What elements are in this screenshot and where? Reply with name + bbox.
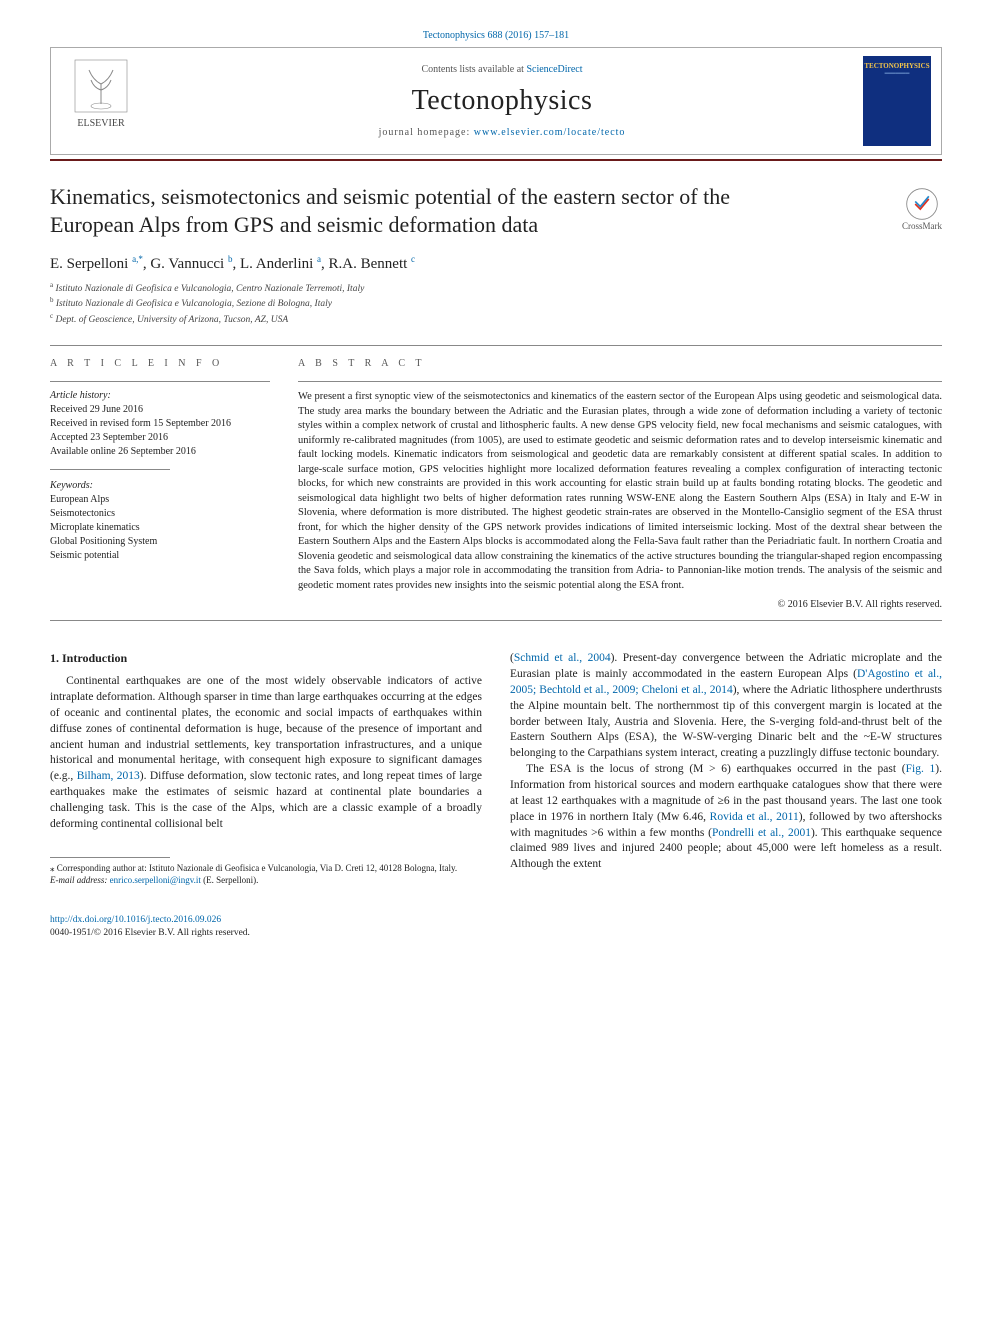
journal-homepage-link[interactable]: www.elsevier.com/locate/tecto [474, 127, 626, 138]
body-col-left: 1. Introduction Continental earthquakes … [50, 651, 482, 886]
author-sup: b [228, 254, 233, 264]
abstract-label: A B S T R A C T [298, 358, 942, 369]
crossmark-icon [905, 187, 939, 221]
article-info-row: A R T I C L E I N F O Article history: R… [50, 358, 942, 610]
author-name: R.A. Bennett [329, 256, 408, 272]
author-1: G. Vannucci b [150, 256, 232, 272]
author-name: G. Vannucci [150, 256, 224, 272]
cover-title: TECTONOPHYSICS [864, 62, 929, 70]
affiliation-c: c Dept. of Geoscience, University of Ari… [50, 312, 942, 327]
author-list: E. Serpelloni a,*, G. Vannucci b, L. And… [50, 254, 942, 273]
affiliation-b: b Istituto Nazionale di Geofisica e Vulc… [50, 296, 942, 311]
email-label: E-mail address: [50, 875, 110, 885]
affil-text: Dept. of Geoscience, University of Arizo… [55, 315, 288, 325]
abstract-copyright: © 2016 Elsevier B.V. All rights reserved… [298, 599, 942, 610]
crossmark-badge[interactable]: CrossMark [902, 187, 942, 231]
header-center: Contents lists available at ScienceDirec… [141, 64, 863, 138]
info-bottom-rule [50, 620, 942, 621]
elsevier-logo-text: ELSEVIER [77, 118, 124, 129]
abstract-column: A B S T R A C T We present a first synop… [298, 358, 942, 610]
article-head: Kinematics, seismotectonics and seismic … [50, 183, 942, 238]
keyword-1: Seismotectonics [50, 507, 270, 521]
abstract-text: We present a first synoptic view of the … [298, 390, 942, 593]
email-suffix: (E. Serpelloni). [201, 875, 259, 885]
section1-heading: 1. Introduction [50, 651, 482, 666]
intro-para-col1: Continental earthquakes are one of the m… [50, 674, 482, 833]
intro-para-col2-p1: (Schmid et al., 2004). Present-day conve… [510, 651, 942, 762]
author-name: E. Serpelloni [50, 256, 128, 272]
para-text: The ESA is the locus of strong (M > 6) e… [526, 763, 906, 775]
history-line-3: Available online 26 September 2016 [50, 445, 270, 459]
ref-link-bilham2013[interactable]: Bilham, 2013 [77, 770, 140, 782]
article-info-label: A R T I C L E I N F O [50, 358, 270, 369]
article-info-left: A R T I C L E I N F O Article history: R… [50, 358, 270, 610]
journal-homepage-line: journal homepage: www.elsevier.com/locat… [141, 127, 863, 138]
history-line-2: Accepted 23 September 2016 [50, 431, 270, 445]
affil-text: Istituto Nazionale di Geofisica e Vulcan… [55, 284, 364, 294]
ref-link-pondrelli2001[interactable]: Pondrelli et al., 2001 [712, 827, 811, 839]
author-name: L. Anderlini [240, 256, 313, 272]
crossmark-label: CrossMark [902, 221, 942, 231]
elsevier-logo: ELSEVIER [61, 56, 141, 146]
para-text: Continental earthquakes are one of the m… [50, 675, 482, 782]
keywords-label: Keywords: [50, 480, 270, 491]
figure-link-fig1[interactable]: Fig. 1 [906, 763, 936, 775]
info-top-rule [50, 345, 942, 346]
article-title: Kinematics, seismotectonics and seismic … [50, 183, 810, 238]
corresponding-author-footnote: ⁎ Corresponding author at: Istituto Nazi… [50, 862, 482, 874]
email-footnote: E-mail address: enrico.serpelloni@ingv.i… [50, 874, 482, 886]
keyword-4: Seismic potential [50, 549, 270, 563]
history-line-1: Received in revised form 15 September 20… [50, 417, 270, 431]
keyword-0: European Alps [50, 493, 270, 507]
history-label: Article history: [50, 390, 270, 401]
header-rule [50, 159, 942, 161]
journal-page-reference: Tectonophysics 688 (2016) 157–181 [50, 30, 942, 41]
journal-header-box: ELSEVIER Contents lists available at Sci… [50, 47, 942, 155]
affiliation-a: a Istituto Nazionale di Geofisica e Vulc… [50, 281, 942, 296]
keyword-2: Microplate kinematics [50, 521, 270, 535]
affil-sup: c [50, 312, 53, 320]
author-0: E. Serpelloni a,* [50, 256, 143, 272]
history-line-0: Received 29 June 2016 [50, 403, 270, 417]
body-col-right: (Schmid et al., 2004). Present-day conve… [510, 651, 942, 886]
contents-prefix: Contents lists available at [421, 64, 526, 75]
ref-link-rovida2011[interactable]: Rovida et al., 2011 [710, 811, 799, 823]
affil-sup: a [50, 281, 53, 289]
body-columns: 1. Introduction Continental earthquakes … [50, 651, 942, 886]
contents-list-line: Contents lists available at ScienceDirec… [141, 64, 863, 75]
keyword-3: Global Positioning System [50, 535, 270, 549]
journal-title: Tectonophysics [141, 85, 863, 117]
footnote-rule [50, 857, 170, 858]
issn-copyright: 0040-1951/© 2016 Elsevier B.V. All right… [50, 928, 250, 938]
elsevier-tree-icon [71, 56, 131, 116]
corresponding-email-link[interactable]: enrico.serpelloni@ingv.it [110, 875, 201, 885]
homepage-prefix: journal homepage: [379, 127, 474, 138]
doi-link[interactable]: http://dx.doi.org/10.1016/j.tecto.2016.0… [50, 915, 221, 925]
info-mini-rule [50, 381, 270, 382]
abstract-rule [298, 381, 942, 382]
affil-text: Istituto Nazionale di Geofisica e Vulcan… [56, 300, 332, 310]
author-2: L. Anderlini a [240, 256, 321, 272]
author-sup: a,* [132, 254, 143, 264]
keywords-rule [50, 469, 170, 470]
cover-subtitle: ═══════ [863, 72, 931, 77]
journal-cover-thumbnail: TECTONOPHYSICS ═══════ [863, 56, 931, 146]
author-3: R.A. Bennett c [329, 256, 416, 272]
ref-link-schmid2004[interactable]: Schmid et al., 2004 [514, 652, 611, 664]
sciencedirect-link[interactable]: ScienceDirect [526, 64, 582, 75]
author-sup: c [411, 254, 415, 264]
author-sup: a [317, 254, 321, 264]
page-footer: http://dx.doi.org/10.1016/j.tecto.2016.0… [50, 914, 942, 941]
affil-sup: b [50, 296, 54, 304]
intro-para-col2-p2: The ESA is the locus of strong (M > 6) e… [510, 762, 942, 873]
